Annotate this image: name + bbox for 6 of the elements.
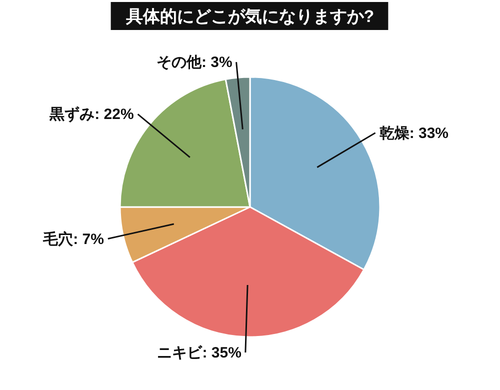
- chart-title: 具体的にどこが気になりますか?: [124, 7, 374, 26]
- slice-label: その他: 3%: [156, 54, 232, 72]
- slice-label: ニキビ: 35%: [157, 344, 242, 362]
- slice-label: 乾燥: 33%: [379, 124, 449, 142]
- slice-label: 黒ずみ: 22%: [48, 106, 134, 124]
- slice-label: 毛穴: 7%: [42, 230, 104, 248]
